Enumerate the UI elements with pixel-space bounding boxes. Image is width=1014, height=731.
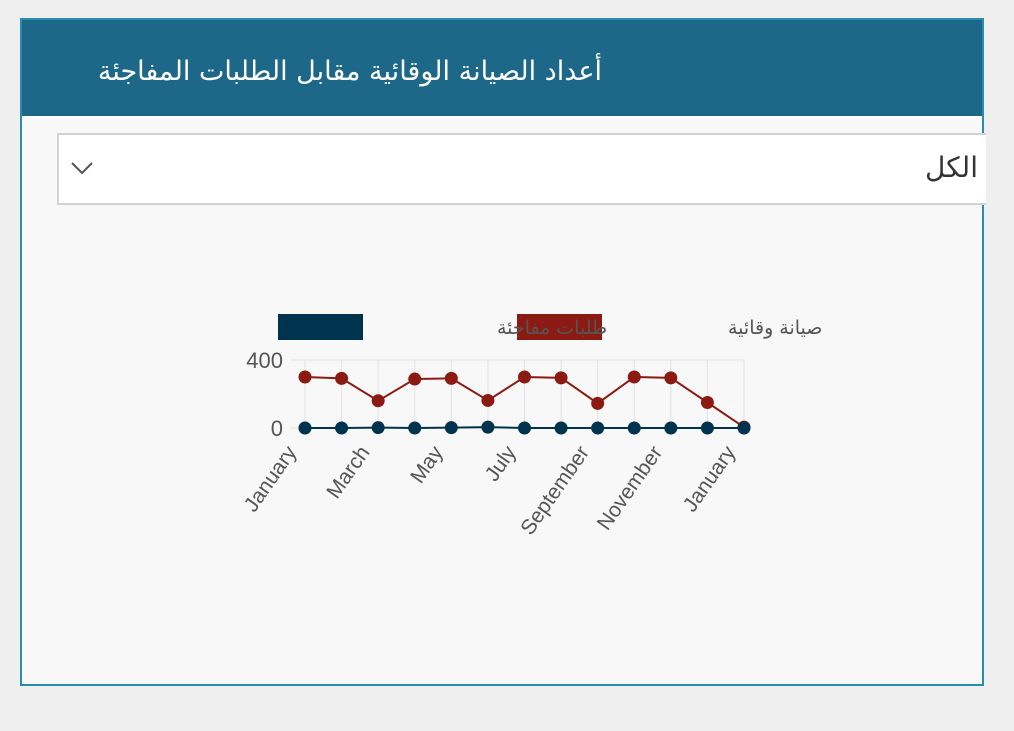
- data-point: [627, 421, 641, 435]
- legend-label: صيانة وقائية: [728, 317, 822, 339]
- data-point: [518, 421, 531, 435]
- data-point: [700, 396, 714, 409]
- filter-select[interactable]: الكل: [57, 133, 986, 205]
- x-tick-label: May: [406, 441, 448, 487]
- data-point: [408, 372, 422, 386]
- chevron-down-icon: [71, 162, 93, 175]
- data-point: [518, 370, 531, 384]
- data-point: [591, 396, 605, 410]
- card-title: أعداد الصيانة الوقائية مقابل الطلبات الم…: [97, 56, 602, 87]
- data-point: [408, 421, 422, 435]
- data-point: [737, 421, 751, 435]
- legend-swatch: [278, 314, 363, 340]
- y-tick-label: 0: [271, 416, 283, 441]
- data-point: [664, 371, 678, 385]
- chart-card: أعداد الصيانة الوقائية مقابل الطلبات الم…: [20, 18, 986, 686]
- data-point: [627, 370, 641, 384]
- legend-swatch: [517, 314, 602, 340]
- data-point: [444, 371, 458, 385]
- data-point: [371, 421, 385, 435]
- x-tick-label: July: [481, 441, 522, 485]
- data-point: [481, 420, 495, 434]
- data-point: [298, 370, 312, 384]
- x-tick-label: September: [516, 442, 594, 539]
- data-point: [371, 394, 385, 408]
- x-tick-label: January: [240, 441, 302, 516]
- data-point: [591, 421, 605, 435]
- x-tick-label: January: [679, 441, 741, 516]
- data-point: [298, 421, 312, 435]
- data-point: [664, 421, 678, 435]
- x-tick-label: March: [322, 442, 374, 503]
- data-point: [554, 421, 568, 435]
- data-point: [335, 371, 349, 385]
- data-point: [700, 421, 714, 435]
- data-point: [444, 421, 458, 435]
- data-point: [335, 421, 349, 435]
- x-tick-label: November: [593, 442, 667, 535]
- filter-selected-value: الكل: [925, 151, 978, 184]
- y-tick-label: 400: [246, 348, 283, 373]
- legend-label: طلبات مفاجئة: [497, 317, 607, 339]
- card-header: أعداد الصيانة الوقائية مقابل الطلبات الم…: [22, 20, 982, 118]
- data-point: [481, 393, 495, 407]
- data-point: [554, 371, 568, 385]
